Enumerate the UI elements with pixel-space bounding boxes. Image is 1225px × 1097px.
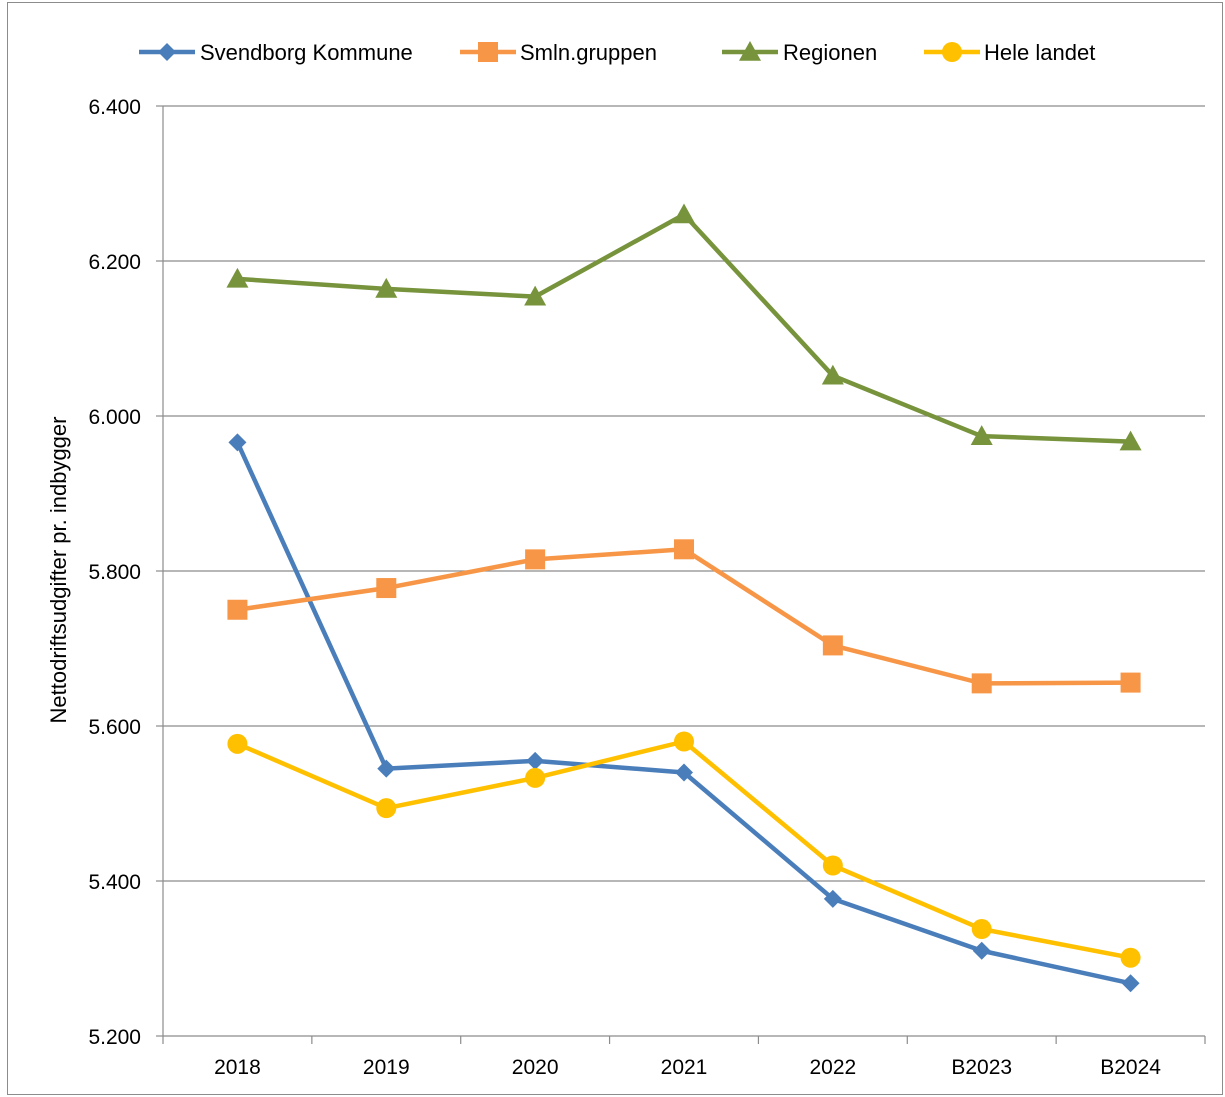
y-tick-label: 6.000 bbox=[88, 406, 141, 429]
data-point bbox=[525, 549, 546, 570]
data-point bbox=[227, 733, 248, 754]
y-axis-title: Nettodriftsudgifter pr. indbygger bbox=[46, 417, 71, 724]
series-svendborg-kommune bbox=[228, 433, 1140, 993]
data-point bbox=[1120, 672, 1141, 693]
y-tick-label: 5.200 bbox=[88, 1026, 141, 1049]
data-point bbox=[524, 285, 547, 306]
y-tick-label: 5.400 bbox=[88, 871, 141, 894]
data-point bbox=[972, 941, 991, 960]
data-point bbox=[971, 919, 992, 940]
data-point bbox=[674, 731, 694, 752]
y-tick-label: 5.600 bbox=[88, 716, 141, 739]
y-tick-label: 6.200 bbox=[88, 251, 141, 274]
legend-label: Svendborg Kommune bbox=[200, 40, 413, 65]
y-tick-label: 6.400 bbox=[88, 96, 141, 119]
x-tick-labels: 2018 2019 2020 2021 2022 B2023 B2024 bbox=[214, 1056, 1161, 1079]
data-point bbox=[376, 798, 397, 819]
series-line bbox=[237, 212, 1131, 444]
legend-label: Regionen bbox=[783, 40, 877, 65]
x-tick-label: 2020 bbox=[512, 1056, 559, 1079]
series-hele-landet bbox=[227, 731, 1141, 968]
legend-marker bbox=[739, 41, 761, 61]
gridlines bbox=[163, 105, 1205, 882]
data-point bbox=[823, 889, 842, 908]
series-line bbox=[235, 441, 1132, 986]
data-point bbox=[971, 673, 992, 694]
data-point bbox=[822, 635, 843, 656]
legend-label: Smln.gruppen bbox=[520, 40, 657, 65]
data-point bbox=[675, 763, 693, 782]
legend-entry: Hele landet bbox=[924, 40, 1095, 65]
x-tick-label: B2023 bbox=[951, 1056, 1012, 1079]
axes bbox=[156, 105, 1206, 1044]
series-regionen bbox=[226, 203, 1142, 451]
data-point bbox=[674, 539, 694, 560]
legend: Svendborg Kommune Smln.gruppen Regionen Hel… bbox=[139, 40, 1095, 65]
x-tick-label: 2019 bbox=[363, 1056, 410, 1079]
y-tick-label: 5.800 bbox=[88, 561, 141, 584]
data-point bbox=[228, 433, 247, 452]
legend-entry: Smln.gruppen bbox=[460, 40, 657, 65]
legend-marker bbox=[478, 42, 498, 62]
data-point bbox=[526, 751, 545, 770]
legend-entry: Regionen bbox=[722, 40, 877, 65]
legend-label: Hele landet bbox=[984, 40, 1095, 65]
x-tick-label: 2021 bbox=[661, 1056, 708, 1079]
legend-marker bbox=[942, 42, 962, 62]
data-point bbox=[1119, 430, 1142, 451]
data-point bbox=[375, 277, 398, 298]
y-tick-labels: 5.200 5.400 5.600 5.800 6.000 6.200 6.400 bbox=[88, 96, 141, 1049]
data-point bbox=[1121, 974, 1140, 993]
x-tick-label: B2024 bbox=[1100, 1056, 1161, 1079]
data-point bbox=[376, 578, 397, 599]
x-tick-label: 2018 bbox=[214, 1056, 261, 1079]
data-point bbox=[821, 364, 844, 385]
x-tick-label: 2022 bbox=[809, 1056, 856, 1079]
series-line bbox=[237, 547, 1131, 686]
data-point bbox=[1120, 947, 1141, 968]
data-point bbox=[822, 855, 843, 876]
legend-marker bbox=[158, 43, 176, 61]
chart-frame bbox=[7, 2, 1223, 1095]
series-smln-gruppen bbox=[227, 539, 1141, 694]
data-point bbox=[673, 203, 695, 224]
legend-entry: Svendborg Kommune bbox=[139, 40, 413, 65]
data-point bbox=[970, 425, 993, 445]
data-point bbox=[525, 767, 546, 788]
data-point bbox=[227, 599, 248, 620]
series bbox=[226, 203, 1142, 993]
data-point bbox=[377, 759, 396, 778]
data-point bbox=[226, 267, 249, 288]
